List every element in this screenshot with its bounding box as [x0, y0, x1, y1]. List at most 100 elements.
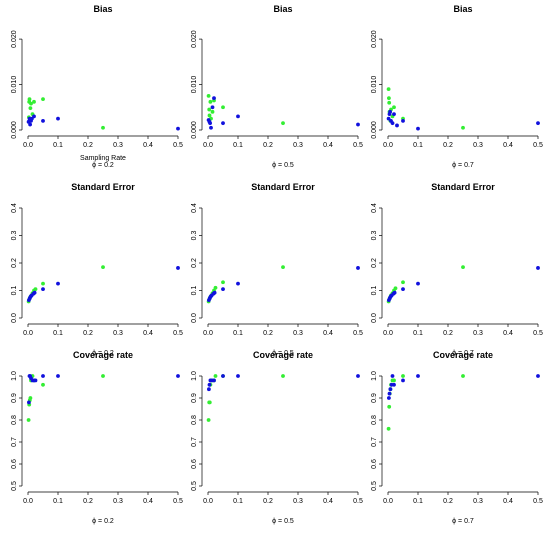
panel-sublabel: ϕ = 0.5 [272, 518, 294, 525]
x-tick-label: 0.4 [143, 142, 153, 149]
x-tick-label: 0.4 [143, 498, 153, 505]
panel-6: Standard Error 0.0 0.1 0.2 0.3 0.4 0.0 0.1 0.2 0.… [371, 182, 543, 357]
data-point [390, 374, 395, 378]
data-point [213, 374, 218, 378]
series-2 [387, 266, 540, 303]
x-tick-label: 0.5 [353, 330, 363, 337]
x-tick-label: 0.3 [113, 142, 123, 149]
data-point [386, 116, 391, 121]
axes [379, 38, 539, 139]
series-1 [386, 265, 465, 304]
data-point [387, 391, 392, 396]
data-point [28, 106, 33, 111]
x-tick-label: 0.4 [503, 142, 513, 149]
x-tick-label: 0.0 [383, 498, 393, 505]
data-point [207, 382, 212, 387]
data-point [221, 280, 225, 285]
x-tick-label: 0.4 [323, 142, 333, 149]
data-point [387, 404, 392, 409]
data-point [387, 100, 392, 105]
axes [199, 375, 359, 495]
data-point [392, 290, 397, 295]
data-point [401, 287, 405, 292]
x-tick-label: 0.2 [263, 330, 273, 337]
x-tick-label: 0.0 [383, 330, 393, 337]
x-tick-label: 0.1 [233, 142, 243, 149]
series-1 [206, 94, 285, 126]
x-tick-label: 0.0 [203, 142, 213, 149]
series-2 [26, 114, 180, 131]
panel-4: Standard Error 0.0 0.1 0.2 0.3 0.4 0.0 0.1 0.2 0.… [11, 182, 183, 357]
panel-sublabel: ϕ = 0.2 [92, 350, 114, 357]
series-1 [386, 374, 465, 431]
data-point [387, 96, 391, 101]
x-tick-label: 0.3 [293, 330, 303, 337]
data-point [212, 378, 216, 383]
data-point [208, 121, 213, 126]
y-tick-label: 0.2 [371, 258, 378, 268]
series-1 [386, 87, 465, 130]
y-tick-label: 0.010 [191, 76, 198, 94]
data-point [56, 374, 60, 378]
data-point [356, 374, 360, 378]
y-tick-label: 0.9 [11, 393, 18, 403]
y-tick-label: 0.1 [191, 286, 198, 296]
data-point [386, 87, 391, 91]
data-point [33, 378, 38, 383]
panel-1: Bias 0.000 0.010 0.020 0.0 0.1 0.2 0.3 0.4 0.5 Sam… [11, 4, 183, 169]
data-point [56, 281, 60, 286]
x-tick-label: 0.0 [23, 142, 33, 149]
y-tick-label: 0.5 [371, 481, 378, 491]
axes [199, 38, 359, 139]
y-tick-label: 0.7 [11, 437, 18, 447]
panel-8: Coverage rate 0.5 0.6 0.7 0.8 0.9 1.0 0.0 0.1 0.2… [191, 350, 363, 525]
data-point [41, 382, 45, 387]
panel-5: Standard Error 0.0 0.1 0.2 0.3 0.4 0.0 0.1 0.2 0.… [191, 182, 363, 357]
data-point [207, 387, 211, 392]
data-point [208, 99, 213, 104]
axes [379, 207, 539, 327]
x-tick-label: 0.0 [23, 330, 33, 337]
x-tick-label: 0.5 [173, 330, 183, 337]
y-tick-label: 0.4 [191, 203, 198, 213]
data-point [101, 125, 105, 130]
data-point [209, 125, 213, 130]
data-point [392, 378, 396, 383]
data-point [32, 114, 36, 119]
x-tick-label: 0.4 [503, 330, 513, 337]
data-point [41, 287, 45, 292]
data-point [41, 119, 45, 123]
data-point [392, 112, 396, 116]
x-tick-label: 0.2 [263, 142, 273, 149]
data-point [392, 105, 396, 110]
axes [19, 375, 179, 495]
data-point [27, 97, 32, 101]
chart-title: Coverage rate [433, 350, 493, 360]
y-tick-label: 0.7 [191, 437, 198, 447]
y-tick-label: 0.9 [371, 393, 378, 403]
series-1 [26, 265, 105, 304]
panel-sublabel: ϕ = 0.7 [452, 350, 474, 357]
series-1 [27, 97, 105, 130]
series-2 [207, 266, 360, 303]
data-point [356, 266, 360, 270]
x-tick-label: 0.1 [413, 498, 423, 505]
data-point [401, 280, 405, 285]
x-tick-label: 0.2 [83, 330, 93, 337]
data-point [41, 97, 45, 101]
x-tick-label: 0.2 [443, 142, 453, 149]
x-tick-label: 0.1 [413, 330, 423, 337]
y-tick-label: 0.3 [371, 231, 378, 241]
x-tick-label: 0.2 [443, 498, 453, 505]
y-tick-label: 0.5 [191, 481, 198, 491]
chart-title: Standard Error [71, 182, 135, 192]
data-point [206, 94, 211, 98]
y-tick-label: 0.020 [371, 30, 378, 48]
panel-sublabel: ϕ = 0.2 [92, 518, 114, 525]
x-tick-label: 0.3 [293, 142, 303, 149]
y-tick-label: 1.0 [371, 371, 378, 381]
data-point [101, 374, 105, 378]
data-point [207, 113, 212, 118]
data-point [236, 114, 240, 119]
data-point [212, 96, 216, 101]
